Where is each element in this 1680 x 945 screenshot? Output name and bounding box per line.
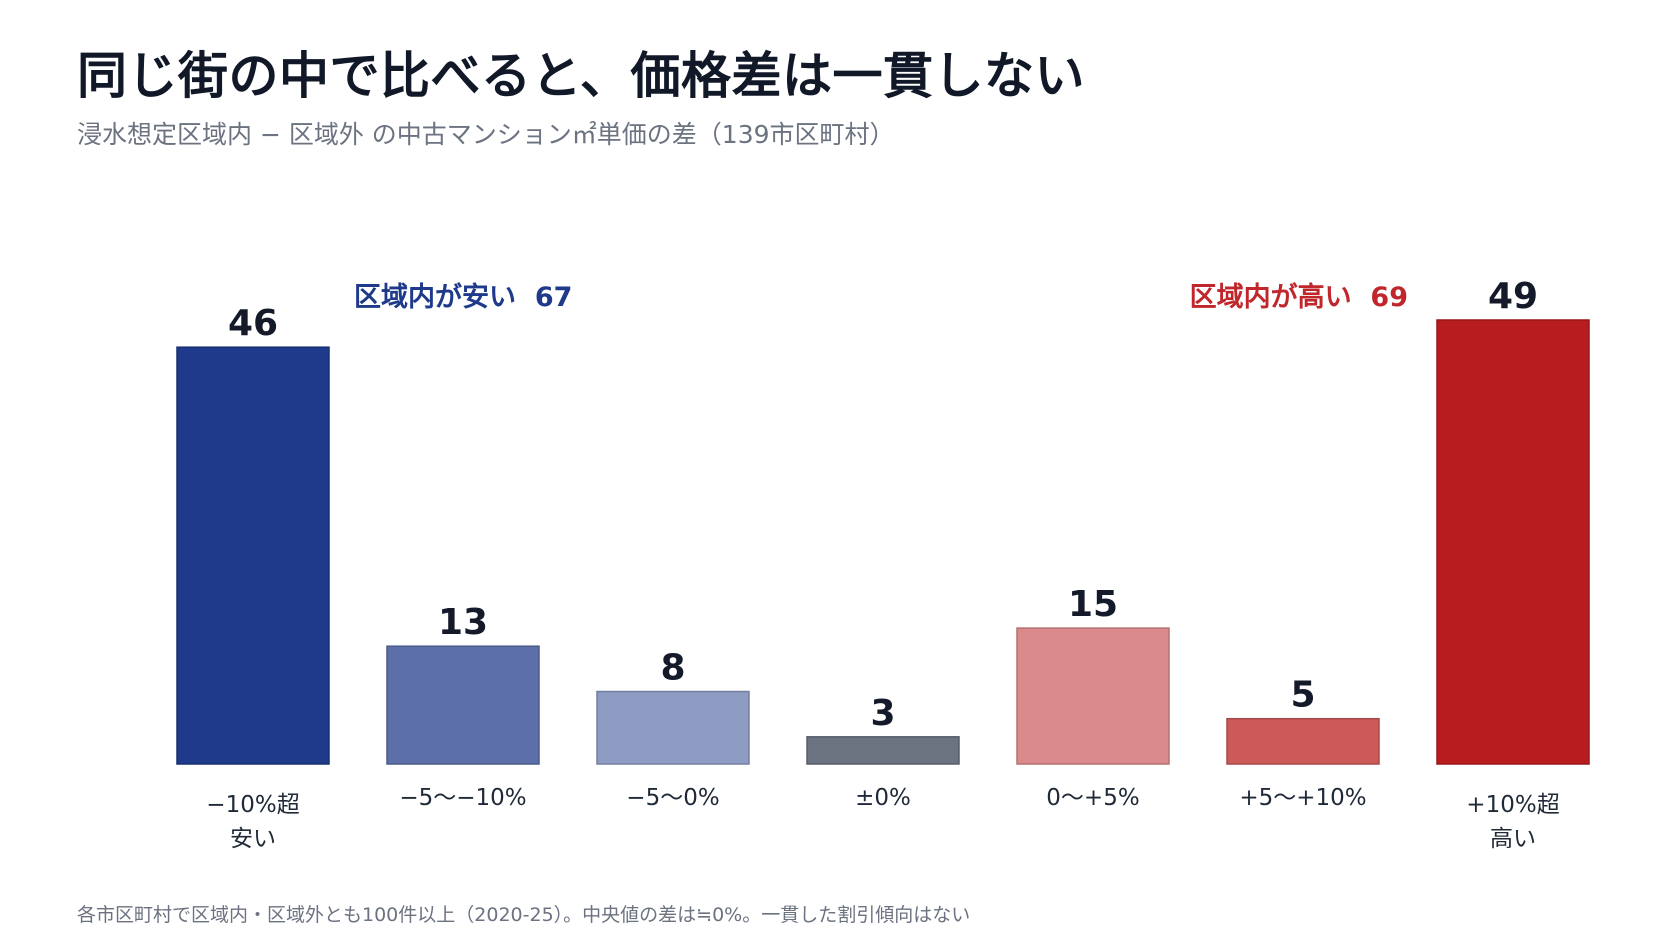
bar-value-label-5: 5	[1290, 675, 1315, 716]
bar-1	[386, 645, 540, 765]
bar-value-label-2: 8	[660, 648, 685, 689]
category-label-3: ±0%	[855, 785, 911, 811]
bar-0	[176, 346, 330, 765]
group-label-pricier-count: 69	[1370, 282, 1408, 313]
group-label-cheaper-count: 67	[534, 282, 573, 313]
category-label-0-line-1: 安い	[230, 826, 276, 852]
bar-2	[596, 690, 750, 765]
category-label-6-line-1: 高い	[1490, 826, 1536, 852]
chart-subtitle: 浸水想定区域内 − 区域外 の中古マンション㎡単価の差（139市区町村）	[77, 120, 895, 149]
category-label-2: −5〜0%	[626, 785, 719, 811]
bar-3	[806, 736, 960, 765]
group-label-pricier-text: 区域内が高い	[1189, 282, 1352, 313]
group-label-cheaper: 区域内が安い 67	[354, 275, 572, 314]
bar-value-label-4: 15	[1068, 584, 1118, 625]
group-label-cheaper-text: 区域内が安い	[354, 282, 516, 313]
chart-title: 同じ街の中で比べると、価格差は一貫しない	[77, 47, 1085, 105]
category-label-0-line-0: −10%超	[206, 792, 299, 818]
category-label-4: 0〜+5%	[1046, 785, 1139, 811]
bar-value-label-3: 3	[870, 693, 895, 734]
category-label-1: −5〜−10%	[399, 785, 526, 811]
bar-value-label-6: 49	[1488, 276, 1538, 317]
bar-5	[1226, 717, 1380, 765]
bar-value-label-1: 13	[438, 602, 488, 643]
bar-value-label-0: 46	[228, 303, 278, 344]
footnote: 各市区町村で区域内・区域外とも100件以上（2020-25）。中央値の差は≒0%…	[77, 904, 971, 926]
group-label-pricier: 区域内が高い 69	[1190, 275, 1408, 314]
category-label-5: +5〜+10%	[1239, 785, 1366, 811]
category-label-6-line-0: +10%超	[1466, 792, 1559, 818]
bar-4	[1016, 627, 1170, 765]
bar-6	[1436, 319, 1590, 765]
